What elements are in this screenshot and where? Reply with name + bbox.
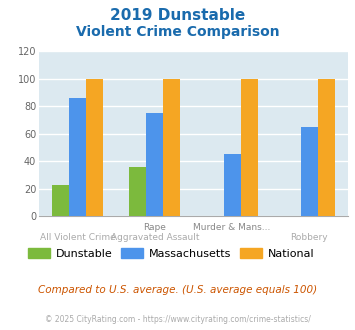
Text: © 2025 CityRating.com - https://www.cityrating.com/crime-statistics/: © 2025 CityRating.com - https://www.city…: [45, 315, 310, 324]
Text: Murder & Mans...: Murder & Mans...: [193, 223, 271, 232]
Bar: [241, 79, 258, 216]
Text: All Violent Crime: All Violent Crime: [40, 233, 115, 242]
Bar: [146, 113, 163, 216]
Text: 2019 Dunstable: 2019 Dunstable: [110, 8, 245, 23]
Bar: [301, 127, 318, 216]
Bar: [318, 79, 335, 216]
Text: Compared to U.S. average. (U.S. average equals 100): Compared to U.S. average. (U.S. average …: [38, 285, 317, 295]
Bar: [163, 79, 180, 216]
Bar: [224, 154, 241, 216]
Bar: [52, 184, 69, 216]
Text: Rape: Rape: [143, 223, 166, 232]
Text: Violent Crime Comparison: Violent Crime Comparison: [76, 25, 279, 39]
Text: Aggravated Assault: Aggravated Assault: [111, 233, 199, 242]
Bar: [129, 167, 146, 216]
Legend: Dunstable, Massachusetts, National: Dunstable, Massachusetts, National: [23, 244, 319, 263]
Bar: [69, 98, 86, 216]
Text: Robbery: Robbery: [290, 233, 328, 242]
Bar: [86, 79, 103, 216]
